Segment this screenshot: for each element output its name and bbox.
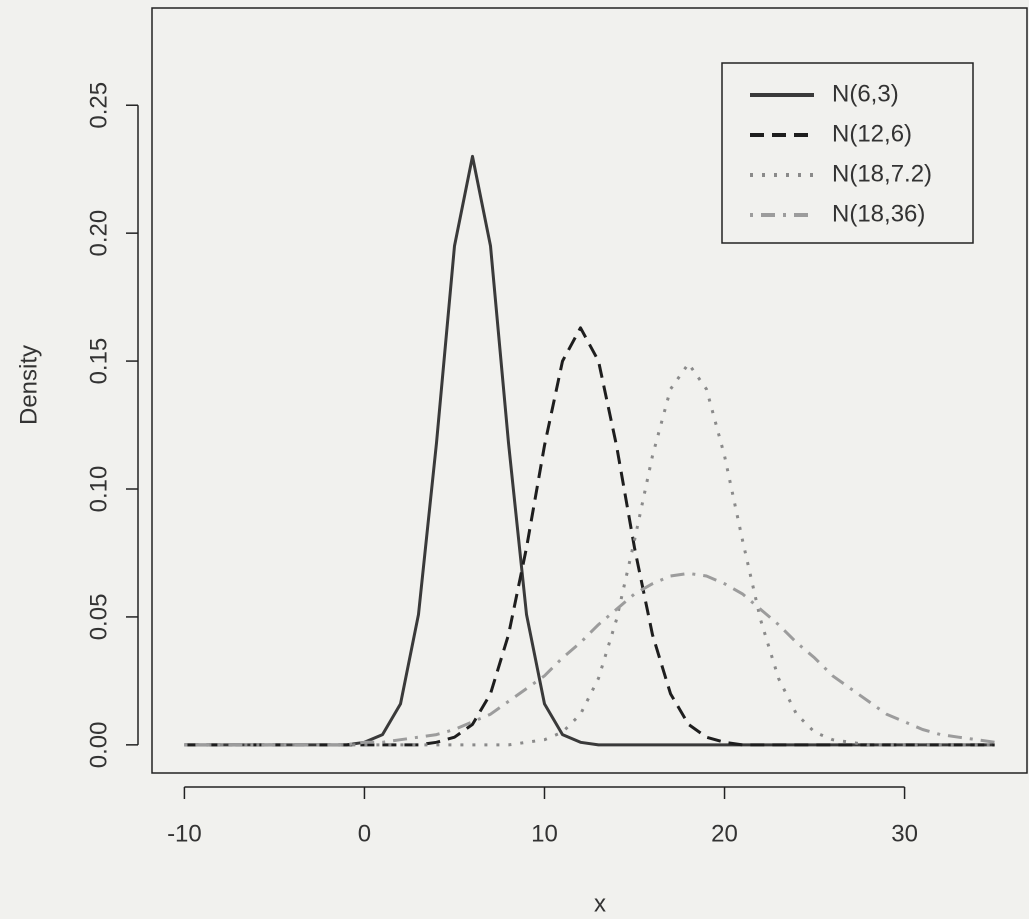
y-tick-label: 0.25 xyxy=(85,82,112,129)
x-tick-label: 30 xyxy=(891,820,918,847)
x-tick-label: -10 xyxy=(167,820,202,847)
x-tick-label: 0 xyxy=(358,820,371,847)
x-axis-label: x xyxy=(594,890,606,917)
y-tick-label: 0.05 xyxy=(85,594,112,641)
legend-label: N(18,36) xyxy=(832,200,925,227)
legend-label: N(18,7.2) xyxy=(832,160,932,187)
legend-label: N(6,3) xyxy=(832,80,899,107)
y-axis-label: Density xyxy=(15,345,42,425)
series-line xyxy=(184,154,995,747)
y-tick-label: 0.20 xyxy=(85,210,112,257)
series-line xyxy=(184,571,995,747)
legend-label: N(12,6) xyxy=(832,120,912,147)
y-tick-label: 0.10 xyxy=(85,466,112,513)
series-line xyxy=(184,326,995,747)
x-tick-label: 20 xyxy=(711,820,738,847)
y-tick-label: 0.00 xyxy=(85,721,112,768)
plot-frame xyxy=(151,7,1028,774)
x-tick-label: 10 xyxy=(531,820,558,847)
y-tick-label: 0.15 xyxy=(85,338,112,385)
series-line xyxy=(184,362,995,747)
